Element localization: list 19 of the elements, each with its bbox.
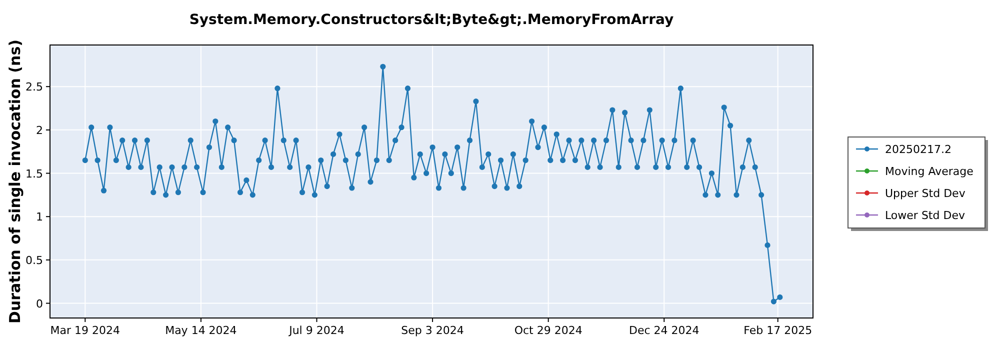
y-tick-label: 0 bbox=[36, 297, 43, 310]
y-axis-title: Duration of single invocation (ns) bbox=[6, 40, 24, 324]
x-tick-label: Jul 9 2024 bbox=[288, 324, 344, 337]
y-tick-label: 0.5 bbox=[26, 254, 43, 267]
legend-label: 20250217.2 bbox=[885, 143, 952, 156]
x-tick-label: Dec 24 2024 bbox=[628, 324, 700, 337]
legend-label: Lower Std Dev bbox=[885, 209, 966, 222]
chart-title: System.Memory.Constructors&lt;Byte&gt;.MemoryFromArray bbox=[189, 12, 674, 28]
x-tick-label: Feb 17 2025 bbox=[744, 324, 812, 337]
legend-label: Upper Std Dev bbox=[885, 187, 966, 200]
x-tick-label: Mar 19 2024 bbox=[50, 324, 120, 337]
x-tick-label: May 14 2024 bbox=[165, 324, 237, 337]
x-tick-label: Sep 3 2024 bbox=[401, 324, 464, 337]
y-tick-label: 2 bbox=[36, 124, 43, 137]
y-tick-label: 2.5 bbox=[26, 80, 43, 94]
y-tick-label: 1 bbox=[36, 210, 43, 224]
x-tick-label: Oct 29 2024 bbox=[514, 324, 582, 337]
legend-label: Moving Average bbox=[885, 165, 974, 178]
y-tick-label: 1.5 bbox=[26, 167, 43, 180]
